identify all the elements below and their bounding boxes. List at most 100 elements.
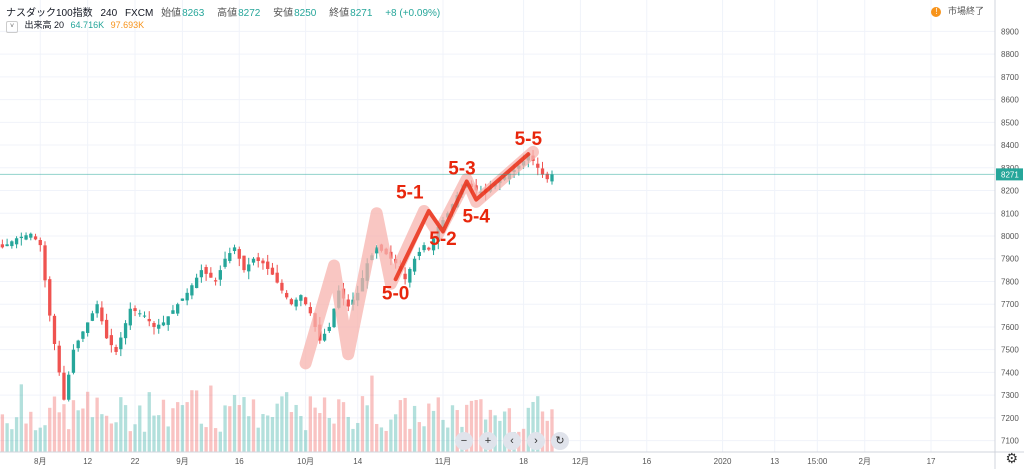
candle-body bbox=[190, 285, 194, 296]
volume-value-2: 97.693K bbox=[110, 20, 145, 30]
open-value: 8263 bbox=[182, 8, 205, 19]
volume-bar bbox=[284, 392, 289, 452]
low-value: 8250 bbox=[294, 8, 317, 19]
candle-body bbox=[95, 304, 99, 314]
volume-bar bbox=[95, 397, 99, 452]
volume-legend: ˅ 出来高 20 64.716K 97.693K bbox=[6, 18, 144, 33]
volume-bar bbox=[247, 416, 251, 452]
volume-bar bbox=[375, 423, 379, 452]
volume-bar bbox=[308, 396, 313, 452]
candle-body bbox=[38, 240, 42, 246]
candle-body bbox=[284, 292, 289, 298]
price-tick-label: 7900 bbox=[1001, 255, 1019, 264]
price-tick-label: 7700 bbox=[1001, 300, 1019, 309]
volume-bar bbox=[550, 409, 554, 452]
volume-bar bbox=[455, 410, 459, 452]
candle-body bbox=[550, 174, 554, 182]
reset-chart-button[interactable]: ↻ bbox=[551, 432, 569, 450]
price-tick-label: 7200 bbox=[1001, 414, 1019, 423]
volume-bar bbox=[294, 404, 298, 452]
scroll-right-button[interactable]: › bbox=[527, 432, 545, 450]
volume-bar bbox=[261, 414, 265, 452]
candle-body bbox=[185, 292, 189, 301]
time-tick-label: 18 bbox=[519, 457, 528, 466]
volume-bar bbox=[256, 427, 260, 452]
volume-bar bbox=[436, 397, 440, 452]
time-tick-label: 12月 bbox=[572, 457, 589, 466]
market-status[interactable]: ! 市場終了 bbox=[931, 4, 984, 17]
volume-bar bbox=[531, 401, 535, 452]
candle-body bbox=[289, 299, 294, 305]
volume-bar bbox=[242, 397, 246, 452]
candle-body bbox=[540, 168, 545, 175]
candle-body bbox=[280, 282, 284, 291]
open-label: 始値 bbox=[161, 8, 182, 19]
volume-bar bbox=[322, 397, 327, 452]
symbol-title[interactable]: ナスダック100指数 bbox=[6, 8, 93, 19]
candle-body bbox=[128, 308, 132, 326]
price-tick-label: 7600 bbox=[1001, 323, 1019, 332]
time-tick-label: 13 bbox=[770, 457, 779, 466]
scroll-left-button[interactable]: ‹ bbox=[503, 432, 521, 450]
zoom-in-button[interactable]: + bbox=[479, 432, 497, 450]
settings-gear-icon[interactable]: ⚙ bbox=[1005, 450, 1018, 466]
candle-body bbox=[242, 255, 246, 271]
candle-body bbox=[71, 349, 76, 373]
volume-bar bbox=[393, 414, 398, 452]
volume-bar bbox=[90, 417, 95, 452]
volume-bar bbox=[48, 407, 52, 452]
volume-bar bbox=[488, 409, 493, 452]
candle-body bbox=[109, 335, 114, 346]
candle-body bbox=[52, 315, 57, 344]
volume-bar bbox=[176, 402, 180, 452]
wave-label-5-2: 5-2 bbox=[429, 229, 456, 250]
volume-bar bbox=[313, 407, 317, 452]
time-tick-label: 2020 bbox=[714, 457, 732, 466]
volume-bar bbox=[171, 408, 175, 452]
candle-body bbox=[171, 310, 175, 314]
candle-body bbox=[332, 308, 336, 328]
volume-bar bbox=[57, 412, 61, 452]
volume-bar bbox=[199, 423, 204, 452]
candle-body bbox=[228, 253, 232, 261]
volume-bar bbox=[337, 399, 341, 452]
volume-bar bbox=[266, 415, 270, 452]
zoom-out-button[interactable]: − bbox=[455, 432, 473, 450]
candle-body bbox=[161, 322, 166, 326]
close-value: 8271 bbox=[350, 8, 373, 19]
price-tick-label: 7800 bbox=[1001, 277, 1019, 286]
candle-body bbox=[256, 257, 260, 262]
volume-bar bbox=[213, 428, 218, 452]
candle-body bbox=[194, 277, 199, 289]
collapse-chevron-icon[interactable]: ˅ bbox=[6, 21, 18, 33]
price-tick-label: 8800 bbox=[1001, 50, 1019, 59]
price-tick-label: 8400 bbox=[1001, 141, 1019, 150]
volume-bar bbox=[109, 423, 114, 452]
candle-body bbox=[427, 247, 431, 250]
candle-body bbox=[157, 324, 161, 329]
symbol-header: ナスダック100指数 240 FXCM 始値8263 高値8272 安値8250… bbox=[6, 4, 445, 19]
volume-bar bbox=[85, 391, 90, 452]
candle-body bbox=[266, 261, 270, 269]
volume-bar bbox=[545, 420, 549, 452]
volume-bar bbox=[161, 399, 166, 452]
candle-body bbox=[0, 244, 5, 248]
volume-bar bbox=[62, 404, 66, 452]
candle-body bbox=[76, 340, 80, 349]
volume-bar bbox=[52, 396, 57, 452]
candle-body bbox=[14, 238, 19, 245]
time-tick-label: 22 bbox=[131, 457, 140, 466]
time-tick-label: 2月 bbox=[858, 457, 870, 466]
volume-bar bbox=[157, 415, 161, 452]
volume-bar bbox=[128, 431, 132, 452]
volume-label[interactable]: 出来高 20 bbox=[24, 20, 65, 30]
volume-bar bbox=[43, 425, 47, 452]
interval-label[interactable]: 240 bbox=[100, 8, 118, 19]
candle-body bbox=[67, 374, 71, 400]
wave-label-5-5: 5-5 bbox=[515, 129, 543, 150]
volume-bar bbox=[152, 415, 156, 452]
volume-bar bbox=[341, 402, 346, 452]
volume-bar bbox=[356, 422, 360, 452]
volume-bar bbox=[289, 412, 294, 452]
